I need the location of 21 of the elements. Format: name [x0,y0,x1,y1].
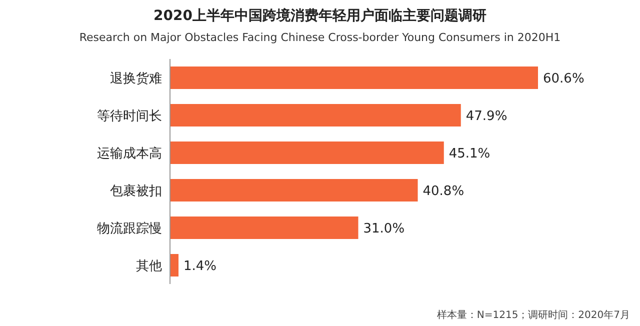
bar [170,66,538,89]
bar [170,142,444,164]
y-tick-label: 运输成本高 [97,145,162,162]
data-label: 31.0% [363,221,405,236]
data-label: 1.4% [184,258,217,274]
bar [170,179,418,202]
data-label: 47.9% [466,108,508,124]
chart-subtitle: Research on Major Obstacles Facing Chinese Cross-border Young Consumers in 2020H1 [79,31,561,44]
y-tick-label: 物流跟踪慢 [97,220,162,236]
data-label: 45.1% [448,146,490,162]
y-tick-label: 等待时间长 [97,108,162,124]
y-tick-label: 包裹被扣 [110,182,162,199]
y-tick-label: 其他 [136,258,162,274]
bar [170,216,358,239]
data-label: 40.8% [422,184,464,199]
data-label: 60.6% [543,71,584,86]
text: 样本量：N=1215；调研时间：2020年7月 [436,309,630,321]
y-tick-label: 退换货难 [110,71,162,86]
bar [170,254,178,276]
chart-title: 2020上半年中国跨境消费年轻用户面临主要问题调研 [154,7,486,24]
bar [170,104,461,126]
